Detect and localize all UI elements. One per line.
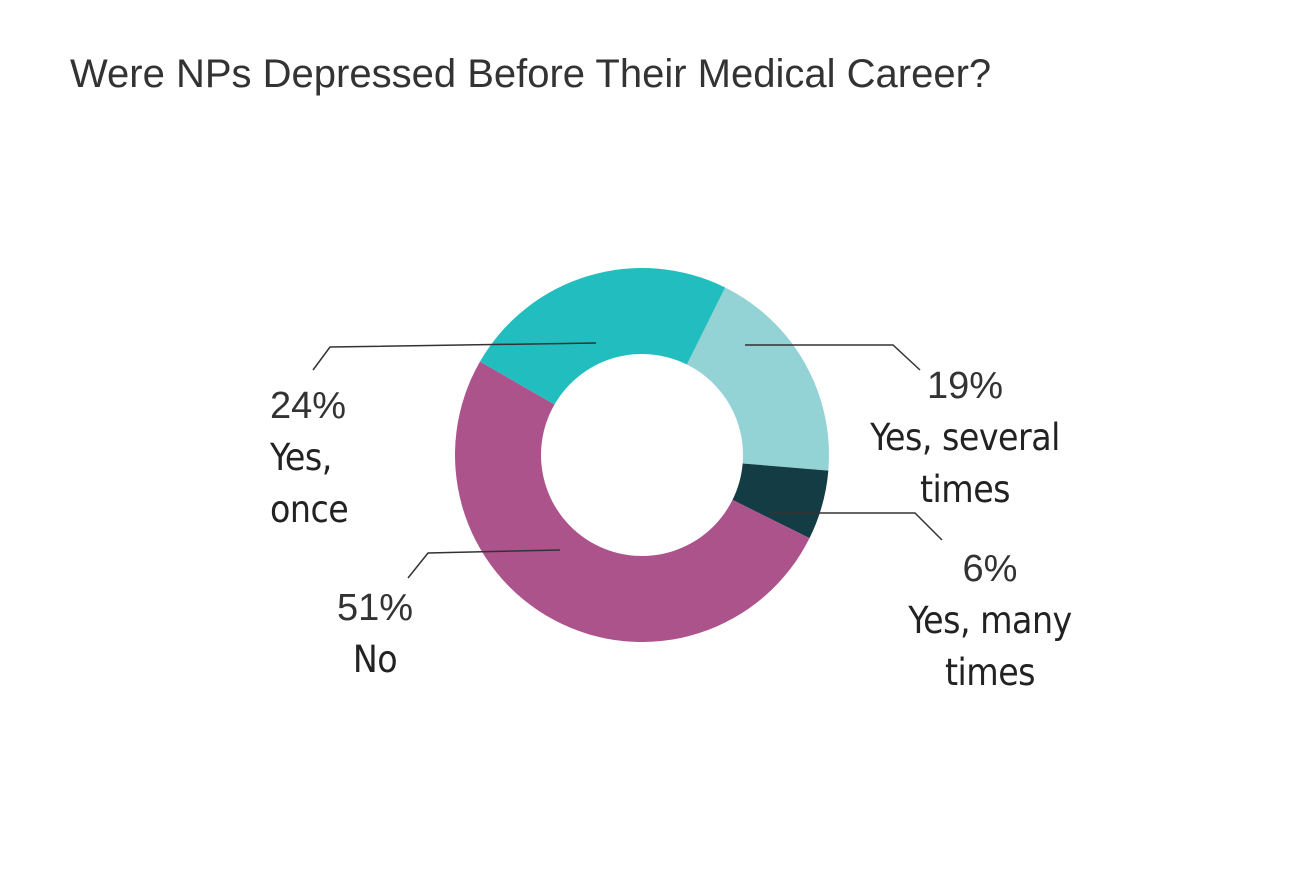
- donut-slice: [686, 287, 830, 471]
- category-label: No: [352, 638, 398, 681]
- slice-label: 51% No: [300, 582, 450, 686]
- donut-slice: [732, 463, 829, 539]
- leader-line: [770, 512, 943, 541]
- donut-slice: [480, 268, 726, 405]
- value-label: 19%: [926, 365, 1004, 407]
- slice-label: 6% Yes, many times: [870, 543, 1110, 699]
- value-label: 6%: [962, 548, 1018, 590]
- value-label: 24%: [270, 385, 347, 427]
- category-label: Yes, many times: [908, 599, 1072, 694]
- value-label: 51%: [336, 587, 414, 629]
- category-label: Yes, several times: [870, 416, 1060, 511]
- chart-title: Were NPs Depressed Before Their Medical …: [70, 52, 992, 96]
- leader-line: [312, 342, 597, 371]
- slice-label: 24% Yes, once: [270, 380, 390, 536]
- donut-slice: [455, 361, 810, 642]
- leader-line: [745, 344, 921, 371]
- leader-line: [407, 549, 561, 579]
- category-label: Yes, once: [270, 436, 349, 531]
- slice-label: 19% Yes, several times: [840, 360, 1090, 516]
